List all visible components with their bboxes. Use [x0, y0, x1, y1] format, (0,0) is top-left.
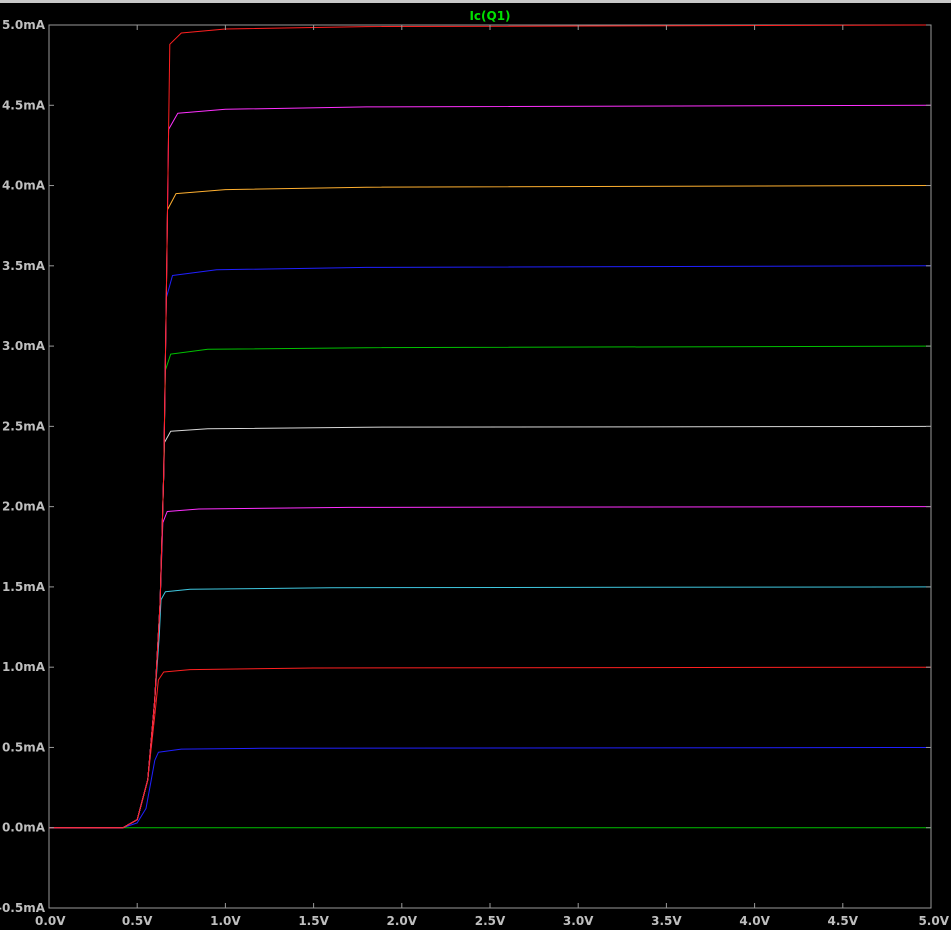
plot-frame [48, 24, 932, 909]
y-tick-label: 3.5mA [2, 259, 46, 273]
ic-trace-10[interactable] [49, 24, 932, 829]
trace-label[interactable]: Ic(Q1) [469, 9, 510, 23]
x-tick-label: 0.0V [35, 914, 66, 928]
x-tick-label: 1.5V [298, 914, 329, 928]
y-tick-label: 2.5mA [2, 419, 46, 433]
ic-q1-chart: Ic(Q1) 5.0mA 4.5mA 4.0mA 3.5mA 3.0mA 2.5mA 2.0… [0, 9, 950, 928]
y-tick-label: 1.5mA [2, 580, 46, 594]
y-tick-label: 1.0mA [2, 660, 46, 674]
ic-trace-1[interactable] [49, 747, 932, 829]
ic-trace-7[interactable] [49, 265, 932, 829]
x-tick-label: 0.5V [122, 914, 153, 928]
x-tick-label: 3.0V [563, 914, 594, 928]
x-tick-label: 5.0V [918, 914, 949, 928]
y-tick-label: 0.0mA [2, 821, 46, 835]
x-tick-label: 4.0V [739, 914, 770, 928]
x-tick-label: 4.5V [828, 914, 859, 928]
x-tick-label: 2.5V [475, 914, 506, 928]
x-tick-label: 3.5V [651, 914, 682, 928]
y-tick-label: 3.0mA [2, 339, 46, 353]
ic-trace-3[interactable] [49, 586, 932, 829]
y-tick-label: -0.5mA [0, 901, 46, 915]
x-tick-label: 1.0V [210, 914, 241, 928]
ic-trace-5[interactable] [49, 425, 932, 829]
y-tick-label: 2.0mA [2, 500, 46, 514]
ic-trace-9[interactable] [49, 104, 932, 829]
y-tick-label: 0.5mA [2, 740, 46, 754]
x-tick-label: 2.0V [387, 914, 418, 928]
y-tick-label: 4.5mA [2, 98, 46, 112]
y-tick-label: 4.0mA [2, 179, 46, 193]
y-tick-label: 5.0mA [2, 18, 46, 32]
